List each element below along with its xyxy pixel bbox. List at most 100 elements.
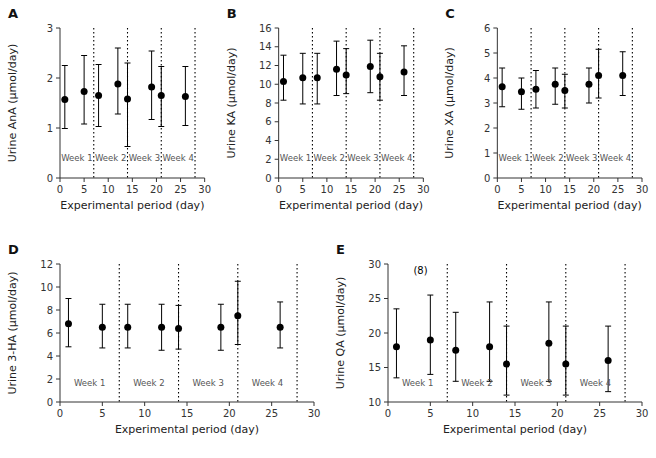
error-bar [62, 66, 68, 129]
error-cap-high [159, 304, 165, 305]
y-tick [384, 367, 388, 368]
period-divider [447, 264, 448, 402]
error-cap-high [235, 281, 241, 282]
mean-point [619, 72, 626, 79]
x-tick [187, 402, 188, 406]
y-tick-label: 10 [368, 397, 381, 408]
y-tick-label: 2 [47, 73, 53, 84]
x-tick [642, 178, 643, 182]
mean-point [277, 324, 284, 331]
mean-point [61, 96, 68, 103]
y-tick-label: 3 [484, 98, 490, 109]
mean-point [343, 71, 350, 78]
y-tick [56, 264, 60, 265]
error-cap-low [277, 347, 283, 348]
y-tick-label: 10 [40, 282, 53, 293]
x-tick-label: 10 [539, 184, 552, 195]
y-tick-label: 2 [265, 154, 271, 165]
error-cap-high [533, 70, 539, 71]
error-cap-high [586, 68, 592, 69]
x-tick [132, 178, 133, 182]
error-bar [334, 41, 340, 95]
x-tick-label: 20 [223, 408, 236, 419]
error-bar [99, 304, 105, 348]
x-tick [521, 178, 522, 182]
panel: 0510152025300246810121416Experimental pe… [225, 6, 430, 212]
mean-point [427, 336, 434, 343]
sample-size-label: (8) [413, 265, 427, 276]
error-bar [367, 40, 373, 93]
error-cap-high [620, 51, 626, 52]
error-bar [620, 52, 626, 96]
period-divider [625, 264, 626, 402]
y-tick [56, 287, 60, 288]
error-cap-low [149, 119, 155, 120]
period-divider [237, 264, 238, 402]
mean-point [124, 324, 131, 331]
x-tick [204, 178, 205, 182]
y-tick [493, 128, 497, 129]
x-tick-label: 5 [99, 408, 105, 419]
panel-label: A [8, 6, 18, 21]
y-tick [493, 78, 497, 79]
error-bar [277, 302, 283, 348]
y-tick-label: 6 [47, 328, 53, 339]
error-bar [562, 74, 568, 108]
y-tick [275, 84, 279, 85]
error-cap-low [563, 395, 569, 396]
y-tick-label: 1 [484, 148, 490, 159]
error-cap-low [96, 126, 102, 127]
error-bar [182, 67, 188, 126]
x-tick-label: 25 [612, 184, 625, 195]
mean-point [532, 86, 539, 93]
y-axis-label: Urine 3-HA (μmol/day) [6, 271, 19, 394]
week-label: Week 1 [499, 153, 530, 163]
x-tick [545, 178, 546, 182]
error-cap-high [504, 326, 510, 327]
y-tick [56, 333, 60, 334]
week-label: Week 2 [133, 378, 164, 388]
y-tick [275, 178, 279, 179]
panel-label: B [227, 6, 237, 21]
x-tick-label: 10 [102, 184, 115, 195]
error-cap-high [81, 55, 87, 56]
week-label: Week 1 [61, 153, 92, 163]
y-tick [493, 103, 497, 104]
y-tick [384, 264, 388, 265]
error-cap-high [518, 78, 524, 79]
y-axis-label: Urine KA (μmol/day) [225, 48, 238, 159]
error-bar [235, 281, 241, 344]
error-bar [487, 302, 493, 381]
y-tick-label: 0 [484, 173, 490, 184]
week-label: Week 3 [129, 153, 160, 163]
x-tick-label: 10 [466, 408, 479, 419]
y-tick [56, 402, 60, 403]
mean-point [99, 324, 106, 331]
x-axis-label: Experimental period (day) [498, 199, 642, 212]
y-axis-label: Urine XA (μmol/day) [443, 47, 456, 158]
error-cap-high [115, 48, 121, 49]
x-tick [102, 402, 103, 406]
error-cap-high [453, 312, 459, 313]
mean-point [299, 74, 306, 81]
error-cap-high [499, 68, 505, 69]
error-stem [430, 295, 431, 374]
x-tick-label: 5 [81, 184, 87, 195]
error-cap-low [65, 346, 71, 347]
x-tick-label: 15 [126, 184, 139, 195]
x-tick [423, 178, 424, 182]
mean-point [217, 324, 224, 331]
x-tick-label: 25 [174, 184, 187, 195]
mean-point [605, 357, 612, 364]
error-cap-high [552, 68, 558, 69]
y-tick-label: 5 [484, 48, 490, 59]
error-cap-low [115, 114, 121, 115]
mean-point [452, 347, 459, 354]
error-cap-high [96, 64, 102, 65]
mean-point [234, 312, 241, 319]
y-tick [275, 46, 279, 47]
x-tick [557, 402, 558, 406]
error-cap-high [218, 304, 224, 305]
y-tick-label: 0 [265, 173, 271, 184]
period-divider [297, 264, 298, 402]
